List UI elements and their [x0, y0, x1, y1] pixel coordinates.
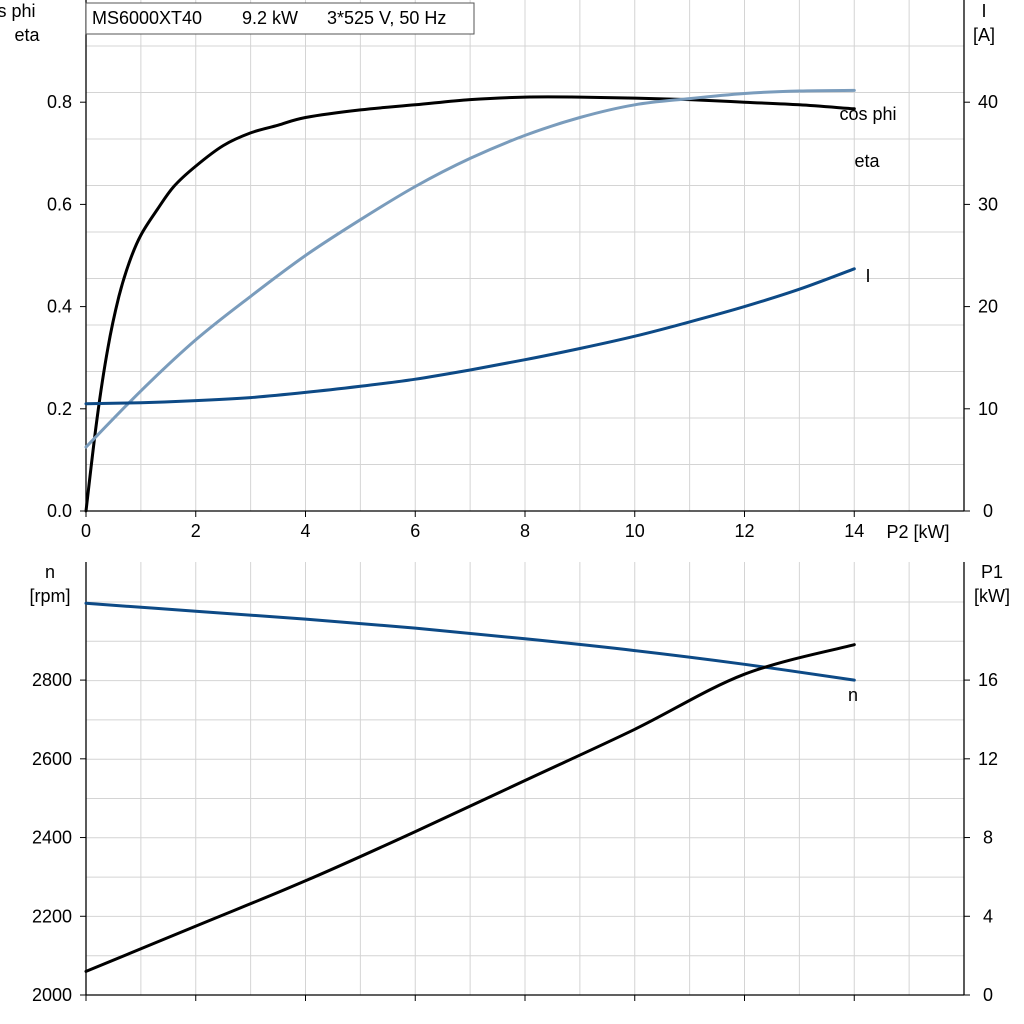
y-left-tick-label: 2400: [32, 828, 72, 848]
y-right-axis-title: P1: [981, 562, 1003, 582]
y-right-tick-label: 30: [978, 194, 998, 214]
series-label-current: I: [865, 266, 870, 286]
series-line-speed: [84, 601, 856, 682]
x-tick-label: 8: [520, 521, 530, 541]
efficiency-current-chart: 0 2 4 6 8 10 12 14 P2 [kW] 0.0 0.2 0.4 0.6 0.8 0 10 20 30…: [0, 0, 998, 542]
y-right-tick-label: 0: [983, 501, 993, 521]
x-tick-label: 6: [410, 521, 420, 541]
y-right-axis-title: [kW]: [974, 586, 1010, 606]
x-tick-label: 2: [191, 521, 201, 541]
y-left-axis-title: cos phi: [0, 1, 36, 21]
series-line-p1: [84, 643, 856, 973]
y-right-tick-label: 8: [983, 828, 993, 848]
motor-supply: 3*525 V, 50 Hz: [327, 8, 446, 28]
y-left-tick-label: 2200: [32, 906, 72, 926]
x-tick-label: 12: [734, 521, 754, 541]
y-left-tick-label: 2000: [32, 985, 72, 1005]
speed-input-power-chart: 2000 2200 2400 2600 2800 0 4 8 12 16 n [rpm] P1 [kW] n: [29, 562, 1010, 1005]
y-left-tick-label: 0.0: [47, 501, 72, 521]
x-tick-label: 14: [844, 521, 864, 541]
y-left-tick-label: 0.2: [47, 399, 72, 419]
series-label-cos_phi: cos phi: [839, 104, 896, 124]
y-right-tick-label: 40: [978, 92, 998, 112]
y-right-tick-label: 20: [978, 297, 998, 317]
motor-rated-power: 9.2 kW: [242, 8, 298, 28]
y-right-tick-label: 12: [978, 749, 998, 769]
series-line-cos_phi: [84, 88, 856, 449]
x-axis-label: P2 [kW]: [886, 522, 949, 542]
series-label-speed: n: [848, 685, 858, 705]
x-tick-label: 0: [81, 521, 91, 541]
y-right-tick-label: 10: [978, 399, 998, 419]
x-tick-label: 10: [625, 521, 645, 541]
y-right-tick-label: 4: [983, 906, 993, 926]
x-tick-label: 4: [300, 521, 310, 541]
y-left-tick-label: 0.6: [47, 194, 72, 214]
grid: [86, 0, 964, 511]
grid: [86, 562, 964, 995]
y-right-axis-title: I: [981, 1, 986, 21]
y-left-tick-label: 0.4: [47, 297, 72, 317]
y-right-tick-label: 0: [983, 985, 993, 1005]
y-left-axis-title: n: [45, 562, 55, 582]
y-left-tick-label: 0.8: [47, 92, 72, 112]
y-left-tick-label: 2800: [32, 670, 72, 690]
motor-model: MS6000XT40: [92, 8, 202, 28]
series-line-current: [84, 267, 856, 406]
series-line-eta: [84, 95, 856, 513]
header-box: MS6000XT40 9.2 kW 3*525 V, 50 Hz: [85, 2, 475, 35]
y-right-axis-title: [A]: [973, 25, 995, 45]
y-left-tick-label: 2600: [32, 749, 72, 769]
series-label-eta: eta: [854, 151, 880, 171]
y-left-axis-title: [rpm]: [29, 586, 70, 606]
y-left-axis-title: eta: [14, 25, 40, 45]
y-right-tick-label: 16: [978, 670, 998, 690]
